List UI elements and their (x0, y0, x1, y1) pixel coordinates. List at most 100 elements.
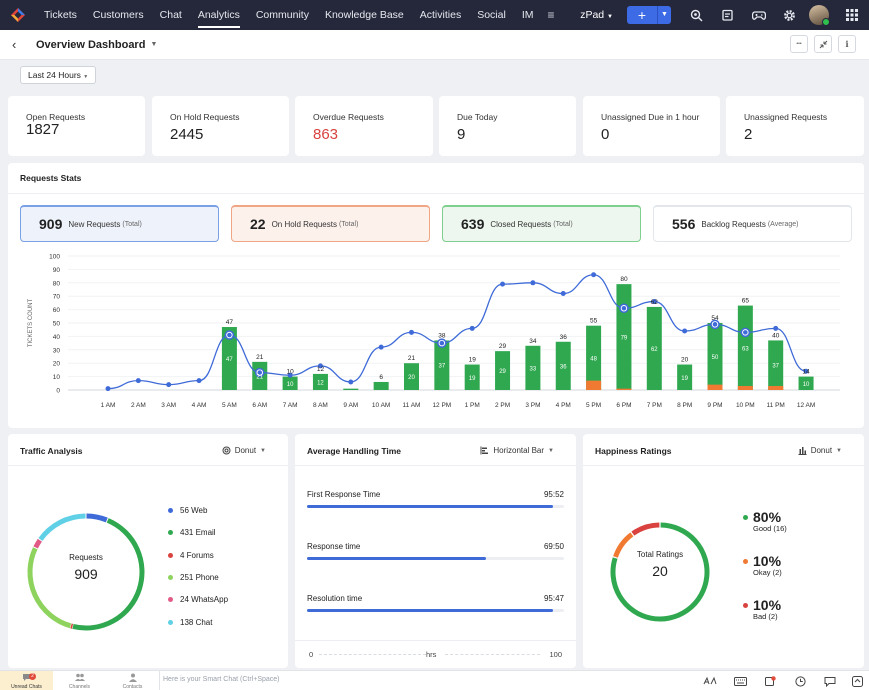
user-avatar[interactable] (809, 5, 830, 26)
bar-closed[interactable] (586, 325, 602, 390)
metric-card[interactable]: Overdue Requests 863 (295, 96, 433, 156)
line-point[interactable] (530, 280, 536, 286)
metric-card[interactable]: Unassigned Requests 2 (726, 96, 864, 156)
compose-icon[interactable] (712, 0, 743, 30)
expand-panel-icon[interactable] (845, 671, 869, 690)
add-new-button[interactable]: + (627, 6, 657, 24)
app-grid-icon[interactable] (839, 0, 865, 30)
donut-segment[interactable] (72, 518, 145, 631)
donut-segment[interactable] (86, 513, 108, 523)
more-options-button[interactable]: ••• (790, 35, 808, 53)
bar-closed[interactable] (707, 323, 723, 390)
donut-segment[interactable] (631, 522, 660, 536)
notification-icon[interactable] (755, 671, 785, 690)
bar-closed[interactable] (525, 345, 541, 390)
settings-gear-icon[interactable] (774, 0, 805, 30)
bar-closed[interactable] (646, 306, 662, 390)
bar-closed[interactable] (768, 340, 784, 390)
search-icon[interactable] (681, 0, 712, 30)
bar-closed[interactable] (343, 388, 359, 390)
nav-tab-chat[interactable]: Chat (159, 9, 182, 21)
aht-bar-row[interactable]: First Response Time 95:52 (307, 490, 564, 510)
aht-bar-row[interactable]: Resolution time 95:47 (307, 594, 564, 614)
donut-segment[interactable] (610, 522, 710, 622)
line-point[interactable] (773, 325, 779, 331)
bar-closed[interactable] (434, 340, 450, 390)
line-point[interactable] (166, 382, 172, 388)
metric-card[interactable]: Open Requests 1827 (8, 96, 145, 156)
line-point[interactable] (348, 379, 354, 385)
donut-segment[interactable] (33, 538, 42, 549)
nav-tab-im[interactable]: IM (521, 9, 534, 21)
bar-on-hold[interactable] (737, 385, 753, 390)
collapse-icon[interactable] (814, 35, 832, 53)
line-point[interactable] (196, 378, 202, 384)
bar-closed[interactable] (312, 373, 328, 390)
chat-icon[interactable] (815, 671, 845, 690)
bar-closed[interactable] (282, 376, 298, 390)
chart-type-selector[interactable]: Horizontal Bar ▼ (480, 446, 554, 455)
nav-tab-tickets[interactable]: Tickets (44, 9, 77, 21)
line-point[interactable] (105, 386, 111, 392)
metric-card[interactable]: Unassigned Due in 1 hour 0 (583, 96, 720, 156)
bar-closed[interactable] (404, 363, 419, 390)
page-title[interactable]: Overview Dashboard (36, 38, 146, 51)
chart-type-selector[interactable]: Donut ▼ (222, 446, 266, 455)
contacts-tab[interactable]: Contacts (106, 671, 159, 690)
donut-segment[interactable] (27, 547, 72, 629)
bar-closed[interactable] (221, 327, 237, 390)
add-new-dropdown-icon[interactable]: ▼ (657, 6, 671, 24)
nav-tab-knowledge-base[interactable]: Knowledge Base (324, 9, 404, 21)
metric-card[interactable]: On Hold Requests 2445 (152, 96, 289, 156)
nav-tab-customers[interactable]: Customers (92, 9, 144, 21)
metric-card[interactable]: Due Today 9 (439, 96, 576, 156)
keyboard-icon[interactable] (725, 671, 755, 690)
channels-tab[interactable]: Channels (53, 671, 106, 690)
line-point[interactable] (682, 328, 688, 334)
bar-closed[interactable] (737, 305, 753, 390)
chevron-left-icon[interactable]: ‹ (12, 37, 17, 52)
game-controller-icon[interactable] (743, 0, 774, 30)
chart-type-selector[interactable]: Donut ▼ (798, 446, 842, 455)
donut-segment[interactable] (613, 532, 634, 558)
line-point[interactable] (409, 329, 414, 335)
bar-closed[interactable] (464, 364, 480, 390)
bar-on-hold[interactable] (586, 380, 602, 390)
bar-on-hold[interactable] (768, 385, 784, 390)
nav-tab-community[interactable]: Community (255, 9, 309, 21)
line-point[interactable] (560, 291, 566, 297)
line-point[interactable] (469, 325, 475, 331)
bar-closed[interactable] (373, 381, 389, 390)
smart-chat-input[interactable]: Here is your Smart Chat (Ctrl+Space) (163, 676, 280, 683)
title-dropdown-icon[interactable]: ▼ (150, 41, 158, 48)
info-icon[interactable]: i (838, 35, 856, 53)
line-point[interactable] (135, 378, 141, 384)
aht-bar-row[interactable]: Response time 69:50 (307, 542, 564, 562)
bar-on-hold[interactable] (616, 388, 632, 390)
line-point[interactable] (651, 299, 657, 305)
line-point[interactable] (378, 344, 384, 350)
bar-value-label: 50 (712, 355, 719, 361)
bar-closed[interactable] (677, 364, 693, 390)
line-point[interactable] (803, 368, 809, 374)
bar-closed[interactable] (555, 341, 571, 390)
hamburger-icon[interactable]: ≡ (547, 8, 555, 22)
nav-tab-analytics[interactable]: Analytics (190, 0, 248, 30)
unread-chats-tab[interactable]: 2 Unread Chats (0, 671, 53, 690)
nav-tab-social[interactable]: Social (477, 9, 506, 21)
app-logo-icon[interactable] (0, 0, 36, 30)
bar-closed[interactable] (495, 351, 511, 390)
bar-on-hold[interactable] (707, 384, 723, 390)
time-range-filter[interactable]: Last 24 Hours ▼ (20, 66, 97, 84)
line-point[interactable] (500, 281, 506, 287)
clock-icon[interactable] (785, 671, 815, 690)
nav-tab-activities[interactable]: Activities (419, 9, 462, 21)
workspace-switcher[interactable]: zPad ▼ (580, 9, 613, 21)
stat-label: New Requests (68, 219, 121, 229)
line-point[interactable] (287, 372, 293, 378)
handwriting-icon[interactable] (695, 671, 725, 690)
bar-closed[interactable] (798, 376, 814, 390)
donut-segment[interactable] (38, 513, 86, 541)
line-point[interactable] (591, 272, 597, 278)
line-point[interactable] (317, 363, 323, 369)
